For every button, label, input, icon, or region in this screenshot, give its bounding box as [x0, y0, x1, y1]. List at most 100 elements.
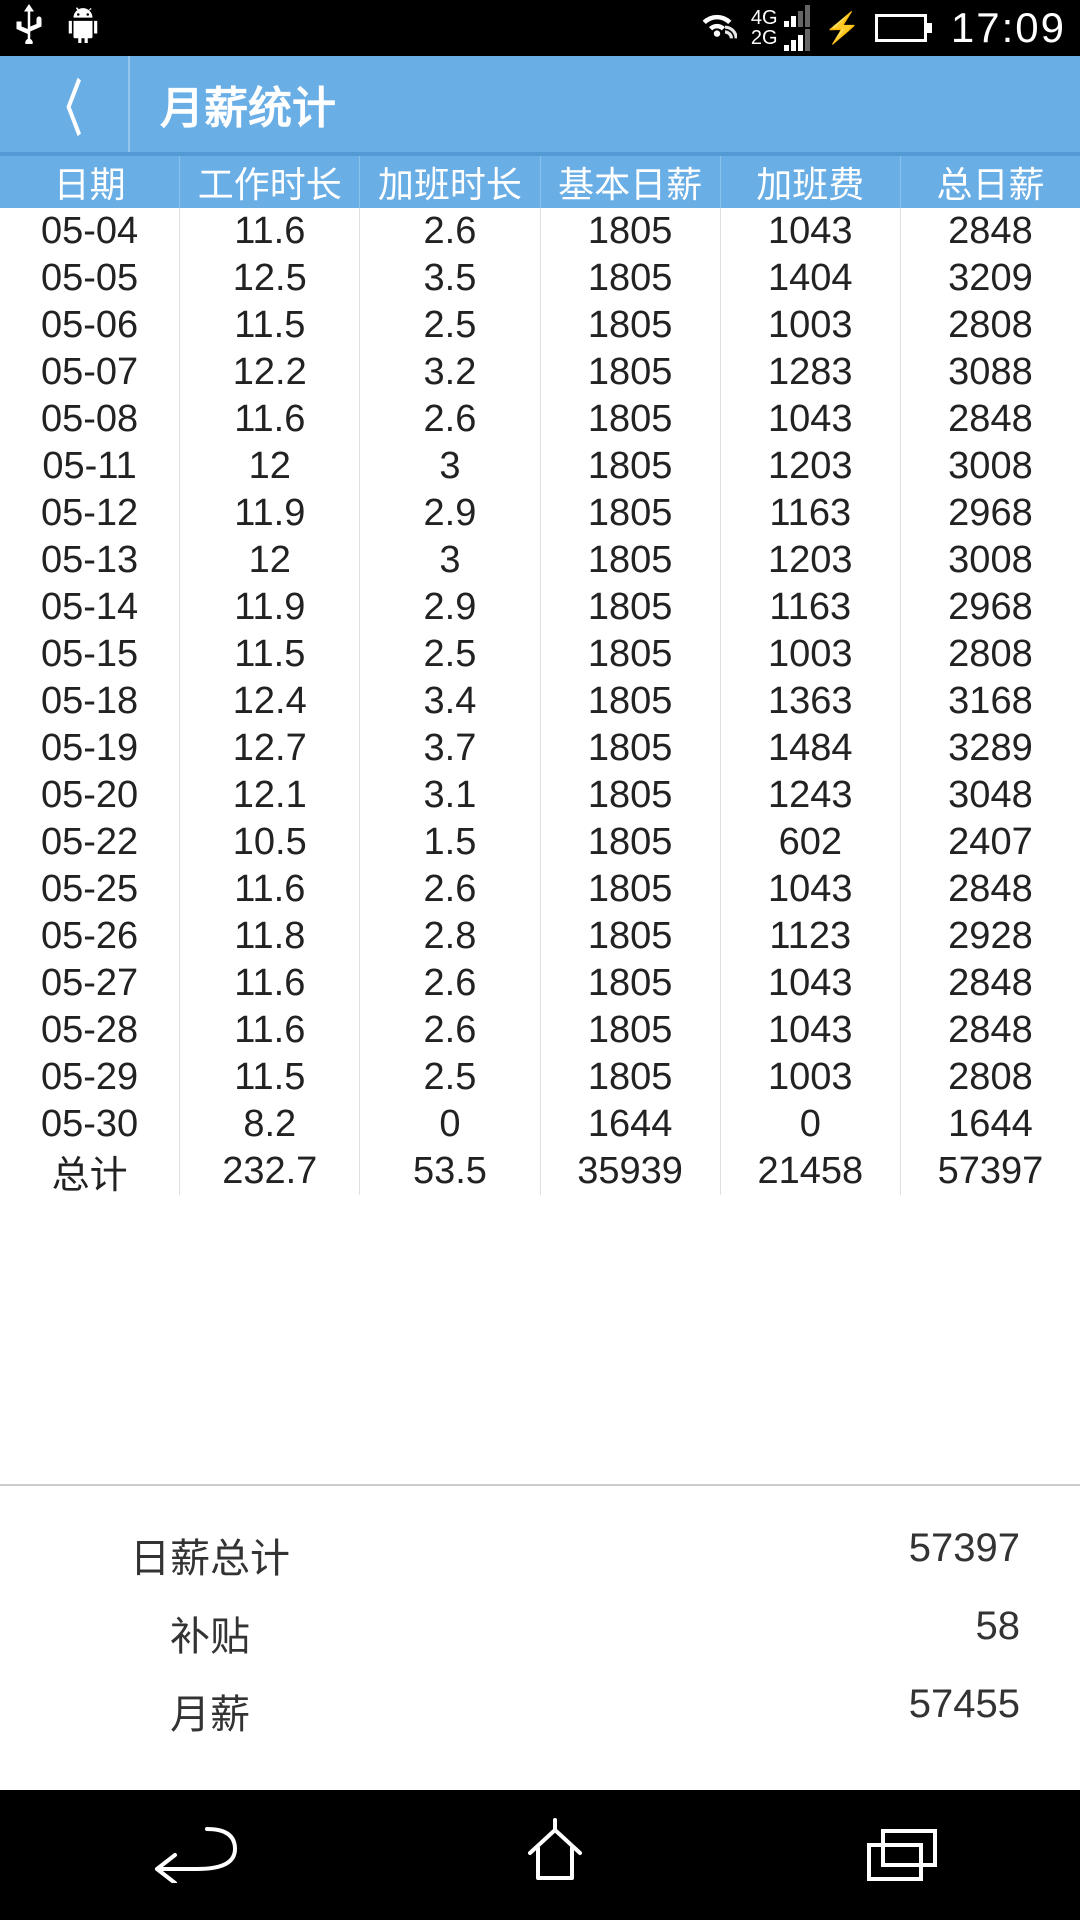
summary-value: 57455: [909, 1682, 1020, 1740]
summary-row: 补贴58: [60, 1594, 1020, 1672]
table-cell: 3008: [901, 537, 1080, 584]
table-cell: 53.5: [360, 1148, 540, 1195]
table-cell: 602: [721, 819, 901, 866]
nav-back-button[interactable]: [137, 1823, 247, 1888]
table-cell: 1644: [901, 1101, 1080, 1148]
table-cell: 2848: [901, 208, 1080, 255]
table-cell: 05-26: [0, 913, 180, 960]
table-cell: 2.6: [360, 1007, 540, 1054]
table-cell: 1.5: [360, 819, 540, 866]
table-row: 05-2012.13.1180512433048: [0, 772, 1080, 819]
table-cell: 05-27: [0, 960, 180, 1007]
table-row: 05-0512.53.5180514043209: [0, 255, 1080, 302]
col-header: 日期: [0, 156, 180, 208]
table-row: 05-2711.62.6180510432848: [0, 960, 1080, 1007]
table-cell: 1805: [541, 490, 721, 537]
table-cell: 3048: [901, 772, 1080, 819]
table-cell: 57397: [901, 1148, 1080, 1195]
table-cell: 3.4: [360, 678, 540, 725]
network-labels: 4G 2G: [751, 8, 778, 48]
table-cell: 1805: [541, 584, 721, 631]
summary-row: 月薪57455: [60, 1672, 1020, 1750]
table-cell: 3.5: [360, 255, 540, 302]
table-cell: 1805: [541, 819, 721, 866]
table-cell: 3289: [901, 725, 1080, 772]
usb-icon: [14, 4, 44, 53]
table-cell: 2.5: [360, 1054, 540, 1101]
table-row: 05-1812.43.4180513633168: [0, 678, 1080, 725]
table-cell: 10.5: [180, 819, 360, 866]
table-cell: 1003: [721, 631, 901, 678]
back-button[interactable]: 〈: [0, 56, 130, 152]
table-cell: 1805: [541, 396, 721, 443]
table-cell: 2.6: [360, 208, 540, 255]
table-cell: 2808: [901, 1054, 1080, 1101]
table-cell: 1805: [541, 208, 721, 255]
table-cell: 2848: [901, 960, 1080, 1007]
table-cell: 2848: [901, 1007, 1080, 1054]
table-cell: 05-22: [0, 819, 180, 866]
table-cell: 1043: [721, 960, 901, 1007]
table-cell: 05-05: [0, 255, 180, 302]
table-cell: 3088: [901, 349, 1080, 396]
table-cell: 2928: [901, 913, 1080, 960]
table-cell: 05-14: [0, 584, 180, 631]
charging-icon: ⚡: [824, 11, 861, 46]
table-row: 05-2911.52.5180510032808: [0, 1054, 1080, 1101]
table-body: 05-0411.62.618051043284805-0512.53.51805…: [0, 208, 1080, 1195]
table-cell: 1003: [721, 302, 901, 349]
table-cell: 1043: [721, 866, 901, 913]
table-cell: 05-19: [0, 725, 180, 772]
table-cell: 05-06: [0, 302, 180, 349]
table-cell: 2968: [901, 490, 1080, 537]
page-title: 月薪统计: [160, 72, 336, 136]
col-header: 基本日薪: [541, 156, 721, 208]
table-cell: 3: [360, 537, 540, 584]
table-row: 05-2811.62.6180510432848: [0, 1007, 1080, 1054]
signal-icon: [784, 5, 810, 51]
table-cell: 1805: [541, 1007, 721, 1054]
table-cell: 05-04: [0, 208, 180, 255]
table-header: 日期工作时长加班时长基本日薪加班费总日薪: [0, 156, 1080, 208]
table-cell: 05-08: [0, 396, 180, 443]
table-cell: 2.9: [360, 584, 540, 631]
table-cell: 0: [360, 1101, 540, 1148]
table-cell: 2.8: [360, 913, 540, 960]
table-cell: 12.4: [180, 678, 360, 725]
table-cell: 1805: [541, 631, 721, 678]
navbar: [0, 1790, 1080, 1920]
table-cell: 2848: [901, 866, 1080, 913]
table-cell: 05-07: [0, 349, 180, 396]
table-cell: 1484: [721, 725, 901, 772]
table-cell: 12.2: [180, 349, 360, 396]
table-cell: 2808: [901, 631, 1080, 678]
table-cell: 2.5: [360, 631, 540, 678]
table-cell: 05-25: [0, 866, 180, 913]
android-icon: [64, 4, 102, 53]
table-cell: 3.7: [360, 725, 540, 772]
table-cell: 1805: [541, 678, 721, 725]
nav-home-button[interactable]: [520, 1818, 590, 1893]
table-cell: 05-20: [0, 772, 180, 819]
table-cell: 1163: [721, 584, 901, 631]
table-cell: 1805: [541, 537, 721, 584]
table-cell: 11.5: [180, 302, 360, 349]
table-cell: 35939: [541, 1148, 721, 1195]
nav-recent-button[interactable]: [863, 1823, 943, 1888]
table-cell: 1404: [721, 255, 901, 302]
summary-label: 日薪总计: [60, 1526, 360, 1584]
table-row: 05-0411.62.6180510432848: [0, 208, 1080, 255]
status-bar: 4G 2G ⚡ 17:09: [0, 0, 1080, 56]
table-cell: 3008: [901, 443, 1080, 490]
battery-icon: [875, 14, 927, 42]
table-cell: 1805: [541, 1054, 721, 1101]
table-cell: 1644: [541, 1101, 721, 1148]
table-row: 05-11123180512033008: [0, 443, 1080, 490]
col-header: 加班费: [721, 156, 901, 208]
table-cell: 12: [180, 443, 360, 490]
table-cell: 05-13: [0, 537, 180, 584]
table-cell: 05-11: [0, 443, 180, 490]
table-cell: 05-29: [0, 1054, 180, 1101]
table-cell: 11.9: [180, 584, 360, 631]
table-row: 05-1411.92.9180511632968: [0, 584, 1080, 631]
